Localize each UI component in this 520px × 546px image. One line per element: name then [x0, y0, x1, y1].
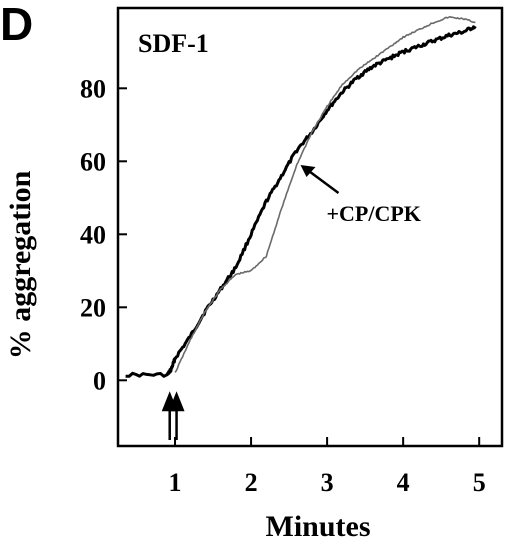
- x-tick-label: 2: [245, 468, 258, 497]
- annotation-arrow-shaft: [306, 168, 340, 194]
- annotation-label: +CP/CPK: [326, 201, 420, 226]
- x-tick-label: 4: [397, 468, 410, 497]
- annotation-arrow-head: [300, 164, 316, 177]
- x-tick-label: 5: [473, 468, 486, 497]
- y-axis-label: % aggregation: [4, 170, 37, 359]
- x-axis-label: Minutes: [266, 510, 371, 543]
- series-line-light: [174, 16, 476, 373]
- plot-frame: [116, 6, 504, 448]
- y-tick-label: 0: [93, 366, 106, 395]
- y-tick-label: 20: [80, 293, 106, 322]
- x-tick-label: 1: [169, 468, 182, 497]
- plot-area: 1 2 3 4 5 0 20 40 60 80 +CP/CPK: [80, 6, 504, 497]
- y-tick-label: 40: [80, 220, 106, 249]
- chart-title: SDF-1: [138, 29, 209, 58]
- series-line-dark: [125, 25, 477, 378]
- panel-letter: D: [0, 0, 33, 50]
- y-tick-label: 60: [80, 147, 106, 176]
- y-tick-label: 80: [80, 74, 106, 103]
- event-arrow-head: [168, 391, 185, 412]
- x-tick-label: 3: [321, 468, 334, 497]
